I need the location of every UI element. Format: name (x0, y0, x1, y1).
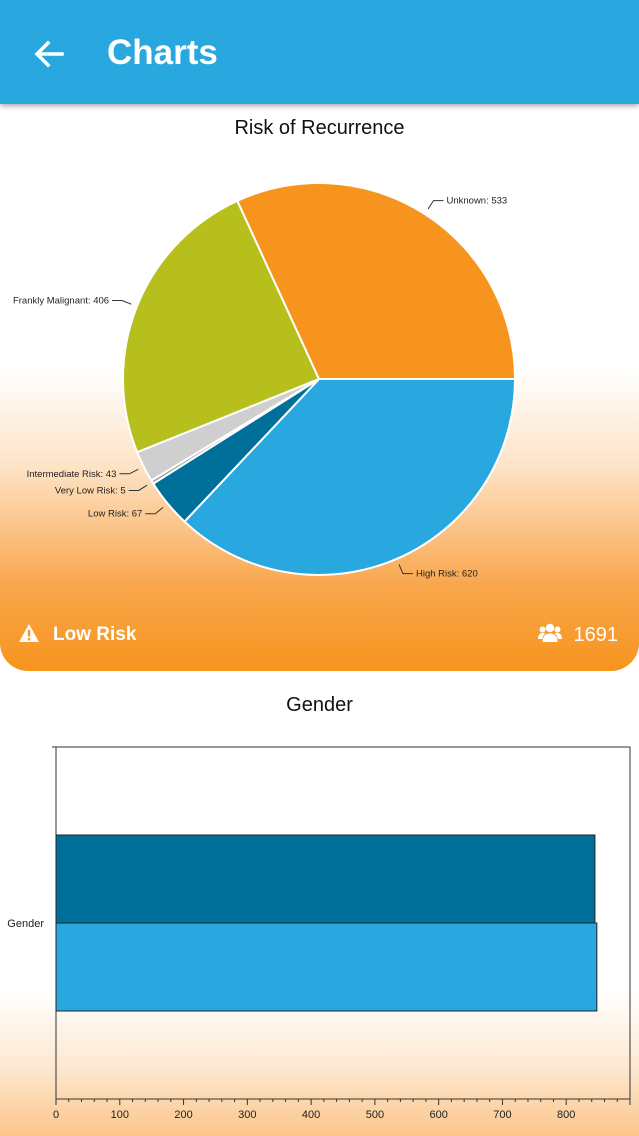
x-tick-label: 500 (366, 1109, 384, 1121)
pie-leader-line (128, 484, 148, 491)
pie-label-low-risk: Low Risk: 67 (88, 509, 142, 520)
category-label: Gender (7, 918, 44, 930)
warning-icon (19, 624, 39, 642)
arrow-left-icon (34, 40, 64, 68)
x-tick-label: 400 (302, 1109, 320, 1121)
risk-of-recurrence-card: High Risk: 620 Low Risk: 67 Very Low Risk:… (0, 104, 639, 671)
risk-chart-title: Risk of Recurrence (234, 117, 405, 139)
pie-label-very-low-risk: Very Low Risk: 5 (55, 485, 126, 496)
bar-gender-1[interactable] (55, 834, 596, 924)
pie-label-unknown: Unknown: 533 (446, 196, 507, 207)
gender-bar-chart: Gender 0 100 200 300 400 500 600 700 800 (7, 746, 631, 1121)
pie-label-intermediate-risk: Intermediate Risk: 43 (27, 469, 117, 480)
pie-leader-line (145, 506, 164, 515)
pie-leader-line (427, 200, 444, 210)
gender-chart-title: Gender (286, 694, 353, 716)
pie-label-frankly-malignant: Frankly Malignant: 406 (13, 296, 109, 307)
risk-status-label: Low Risk (53, 624, 137, 645)
x-tick-label: 200 (174, 1109, 192, 1121)
pie-slice-unknown[interactable] (236, 182, 517, 380)
pie-leader-line (119, 468, 139, 475)
x-tick-label: 100 (111, 1109, 129, 1121)
risk-summary-row: Low Risk 1691 (0, 618, 639, 652)
pie-label-high-risk: High Risk: 620 (416, 569, 478, 580)
x-tick-label: 0 (53, 1109, 59, 1121)
x-tick-label: 800 (557, 1109, 575, 1121)
gender-card: Gender 0 100 200 300 400 500 600 700 800 Gender (0, 680, 639, 1136)
x-tick-label: 700 (493, 1109, 511, 1121)
risk-pie-chart: High Risk: 620 Low Risk: 67 Very Low Risk:… (13, 182, 517, 580)
app-bar: Charts (0, 0, 639, 104)
users-icon (538, 623, 562, 642)
pie-slice-high-risk[interactable] (183, 378, 517, 576)
patient-count: 1691 (573, 624, 619, 646)
x-tick-label: 600 (429, 1109, 447, 1121)
pie-slice-frankly-malignant[interactable] (122, 199, 321, 454)
page-title: Charts (107, 33, 218, 72)
back-button[interactable] (22, 28, 76, 80)
pie-leader-line (398, 564, 413, 575)
bar-gender-2[interactable] (55, 922, 598, 1012)
pie-leader-line (112, 300, 132, 305)
x-tick-label: 300 (238, 1109, 256, 1121)
